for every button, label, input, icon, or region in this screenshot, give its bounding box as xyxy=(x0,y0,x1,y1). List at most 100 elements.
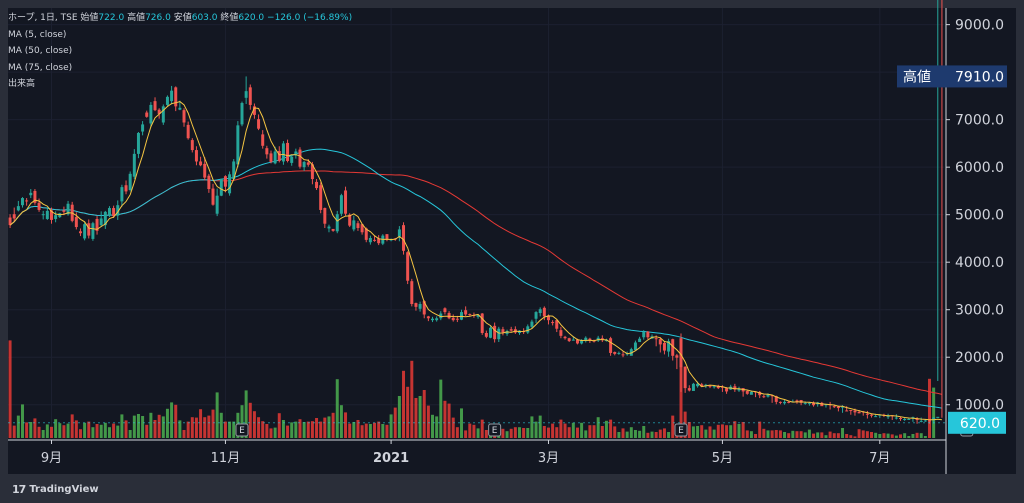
candle xyxy=(145,110,149,118)
volume-bar xyxy=(596,417,600,438)
legend-ma5[interactable]: MA (5, close) xyxy=(8,29,67,40)
volume-bar xyxy=(770,430,774,438)
candle-body xyxy=(691,383,695,391)
candle xyxy=(294,148,298,159)
candle xyxy=(215,188,219,217)
volume-bar xyxy=(319,421,323,438)
candle xyxy=(269,150,273,164)
candle-body xyxy=(95,218,99,231)
candle xyxy=(845,406,849,412)
legend-volume[interactable]: 出来高 xyxy=(8,79,36,89)
candle xyxy=(352,215,356,232)
candle-body xyxy=(116,205,120,216)
candle-body xyxy=(447,313,451,319)
candle-body xyxy=(62,210,66,212)
high-price-badge[interactable]: 高値 7910.0 xyxy=(897,65,1007,88)
candle xyxy=(87,219,91,239)
candle xyxy=(21,197,24,208)
legend-ma75[interactable]: MA (75, close) xyxy=(8,62,73,73)
candle xyxy=(8,214,12,228)
candle xyxy=(149,102,153,128)
earnings-marker[interactable]: E xyxy=(674,423,688,437)
earnings-marker-box xyxy=(674,423,688,437)
last-price-badge[interactable]: 620.0 xyxy=(948,411,1006,434)
y-tick-label: 5000.0 xyxy=(955,208,1004,224)
legend-ma50[interactable]: MA (50, close) xyxy=(8,46,73,56)
volume-bar xyxy=(103,422,107,438)
candle xyxy=(708,385,712,389)
volume-bar xyxy=(286,425,290,438)
candle-body xyxy=(807,402,811,404)
candle xyxy=(422,300,426,319)
volume-bar xyxy=(261,421,265,438)
legend-close: 620.0 xyxy=(238,13,265,23)
volume-bar xyxy=(795,431,799,438)
volume-bar xyxy=(410,360,414,438)
volume-bar xyxy=(364,423,368,438)
volume-bar xyxy=(447,403,451,438)
candle-body xyxy=(348,214,352,226)
volume-bar xyxy=(563,423,567,438)
volume-bar xyxy=(45,424,49,438)
volume-bar xyxy=(733,421,737,438)
tradingview-name: TradingView xyxy=(29,484,99,495)
candle-body xyxy=(671,339,675,356)
candle xyxy=(33,189,37,205)
candle xyxy=(745,390,749,395)
candle xyxy=(331,228,335,232)
candle xyxy=(236,121,240,168)
candle-body xyxy=(857,411,861,414)
volume-bar xyxy=(464,430,468,438)
candle xyxy=(679,333,683,392)
volume-bar xyxy=(737,424,741,438)
candle xyxy=(617,351,621,355)
candle-body xyxy=(112,208,116,217)
candle xyxy=(232,159,236,181)
volume-bar xyxy=(484,430,488,438)
volume-bar xyxy=(178,420,182,438)
high-badge-value: 7910.0 xyxy=(955,69,1004,85)
tradingview-brand[interactable]: 17 TradingView xyxy=(12,483,99,496)
y-tick-label: 2000.0 xyxy=(955,350,1004,366)
candle-body xyxy=(899,418,903,420)
candle-body xyxy=(16,206,20,211)
candle xyxy=(435,316,439,322)
candle-body xyxy=(431,318,435,321)
candle-body xyxy=(25,200,29,202)
volume-bar xyxy=(878,434,882,438)
volume-bar xyxy=(799,431,803,438)
candle-body xyxy=(261,134,265,146)
candle-body xyxy=(228,174,232,194)
candle-body xyxy=(638,338,642,343)
candle-body xyxy=(588,338,592,341)
candle xyxy=(128,171,132,192)
volume-bar xyxy=(298,419,302,438)
candle-body xyxy=(546,315,550,321)
earnings-marker[interactable]: E xyxy=(488,423,502,437)
candle-body xyxy=(708,385,712,387)
candle-body xyxy=(66,203,70,215)
candle xyxy=(662,341,666,355)
candle-body xyxy=(236,125,240,165)
candle xyxy=(170,85,174,105)
volume-bar xyxy=(708,426,712,438)
candle xyxy=(228,171,232,196)
candle xyxy=(555,319,559,333)
candle-body xyxy=(244,91,248,98)
volume-bar xyxy=(194,417,198,438)
volume-bar xyxy=(215,392,219,438)
volume-bar xyxy=(116,425,120,438)
volume-bar xyxy=(132,415,136,438)
candle xyxy=(691,382,695,391)
candle-body xyxy=(870,414,874,416)
volume-bar xyxy=(182,430,186,438)
candle-body xyxy=(422,301,426,315)
volume-bar xyxy=(704,429,708,438)
volume-bar xyxy=(476,428,480,438)
candle xyxy=(468,313,472,316)
earnings-marker[interactable]: E xyxy=(235,423,249,437)
volume-bar xyxy=(551,423,555,438)
plot-background xyxy=(8,8,1016,474)
volume-bar xyxy=(414,398,418,438)
